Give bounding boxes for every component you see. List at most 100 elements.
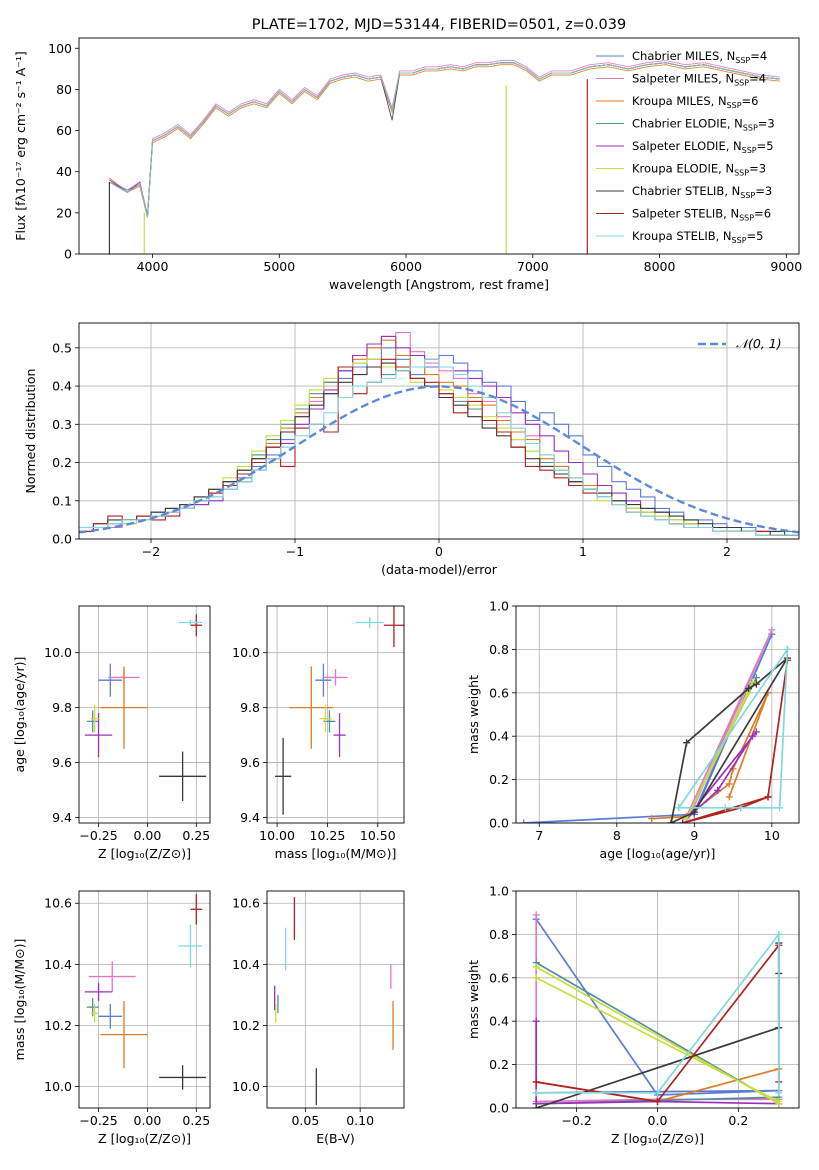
- data-point-marker: [532, 974, 540, 982]
- axes-frame: [78, 37, 800, 255]
- data-point-marker: [752, 674, 760, 682]
- data-point-marker: [679, 819, 687, 823]
- data-point-marker: [654, 1097, 661, 1105]
- legend-label: Kroupa ELODIE, NSSP=3: [632, 162, 766, 178]
- data-point-marker: [690, 808, 698, 816]
- y-tick-label: 0: [64, 247, 72, 262]
- x-tick-label: 0.10: [346, 1113, 374, 1128]
- panel-5: 7 8 9 10 0.0 0.2 0.4 0.6 0.8 1.0 age [log₁₀(age/yr…: [466, 599, 800, 861]
- panel-1: 4000 5000 6000 7000 8000 9000 0 20 40 60 80 100 wave…: [13, 17, 802, 292]
- axes-frame: [266, 890, 405, 1109]
- x-axis-label: age [log₁₀(age/yr)]: [600, 846, 716, 861]
- panel-6: −0.25 0.00 0.25 10.0 10.2 10.4 10.6 Z [log₁₀(Z/…: [12, 890, 211, 1146]
- series-line: [678, 646, 789, 809]
- axes-frame: [266, 605, 405, 824]
- x-tick-label: 0.2: [728, 1113, 748, 1128]
- y-tick-label: 9.6: [52, 755, 72, 770]
- plot-area: [79, 332, 799, 536]
- panel-4: 10.00 10.25 10.50 9.4 9.6 9.8 10.0 mass [log₁₀(…: [232, 605, 405, 861]
- x-tick-label: 0.25: [182, 1113, 210, 1128]
- x-tick-label: 0.05: [291, 1113, 319, 1128]
- x-tick-label: 7000: [517, 259, 549, 274]
- data-point-marker: [725, 793, 733, 801]
- legend-label: Kroupa MILES, NSSP=6: [632, 94, 758, 110]
- x-tick-label: 8000: [644, 259, 676, 274]
- data-point-marker: [667, 819, 675, 823]
- data-point-marker: [764, 793, 772, 801]
- data-point-marker: [725, 780, 733, 788]
- panel-7: 0.05 0.10 10.0 10.2 10.4 10.6 E(B-V): [232, 890, 405, 1146]
- y-tick-label: 0.1: [52, 493, 72, 508]
- y-tick-label: 0.2: [489, 1057, 509, 1072]
- series-line: [109, 60, 781, 216]
- legend-label: Chabrier MILES, NSSP=4: [632, 49, 767, 65]
- chart-title: PLATE=1702, MJD=53144, FIBERID=0501, z=0…: [252, 17, 626, 33]
- plot-area: [84, 614, 207, 802]
- y-tick-label: 0.8: [489, 927, 509, 942]
- y-axis-label: Normed distribution: [23, 369, 38, 494]
- x-tick-label: 5000: [263, 259, 295, 274]
- axes-frame: [515, 605, 800, 824]
- x-axis-label: (data-model)/error: [381, 562, 498, 577]
- y-tick-label: 9.8: [240, 700, 260, 715]
- data-point-marker: [737, 804, 745, 812]
- data-point-marker: [748, 678, 756, 686]
- legend: 𝒩(0, 1): [698, 336, 782, 351]
- y-tick-label: 0.4: [52, 379, 72, 394]
- panel-2: −2 −1 0 1 2 0.0 0.1 0.2 0.3 0.4 0.5 (data-model)/er…: [23, 322, 800, 577]
- legend: Chabrier MILES, NSSP=4 Salpeter MILES, NS…: [596, 49, 775, 245]
- panel-8: −0.2 0.0 0.2 0.0 0.2 0.4 0.6 0.8 1.0 Z [log₁₀(Z/Z…: [466, 884, 800, 1146]
- x-tick-label: 0.0: [648, 1113, 668, 1128]
- y-tick-label: 0.6: [489, 685, 509, 700]
- y-tick-label: 1.0: [489, 599, 509, 614]
- data-point-marker: [532, 1104, 540, 1108]
- y-tick-label: 0.4: [489, 1014, 509, 1029]
- x-tick-label: 2: [723, 544, 731, 559]
- x-tick-label: −0.25: [79, 828, 117, 843]
- x-tick-label: −2: [142, 544, 160, 559]
- x-axis-label: Z [log₁₀(Z/Z⊙)]: [98, 1131, 191, 1146]
- y-tick-label: 1.0: [489, 884, 509, 899]
- x-axis-label: mass [log₁₀(M/M⊙)]: [275, 846, 397, 861]
- y-axis-label: age [log₁₀(age/yr)]: [12, 657, 27, 773]
- axes-frame: [78, 890, 211, 1109]
- x-axis-label: Z [log₁₀(Z/Z⊙)]: [98, 846, 191, 861]
- x-tick-label: 1: [579, 544, 587, 559]
- y-tick-label: 10.2: [232, 1018, 260, 1033]
- legend-label: 𝒩(0, 1): [736, 336, 782, 351]
- data-point-marker: [675, 804, 683, 812]
- x-tick-label: 10.00: [259, 828, 295, 843]
- data-point-marker: [752, 680, 760, 688]
- y-tick-label: 0.4: [489, 729, 509, 744]
- plot-area: [84, 894, 207, 1090]
- x-tick-label: 10.25: [310, 828, 346, 843]
- y-tick-label: 10.4: [44, 957, 72, 972]
- data-point-marker: [532, 911, 540, 919]
- y-tick-label: 9.8: [52, 700, 72, 715]
- series-line: [651, 692, 769, 820]
- histogram-step: [79, 358, 799, 536]
- data-point-marker: [721, 804, 729, 812]
- y-tick-label: 0.0: [489, 816, 509, 831]
- y-tick-label: 60: [56, 123, 72, 138]
- x-tick-label: 10.50: [360, 828, 396, 843]
- y-tick-label: 10.0: [232, 1079, 260, 1094]
- data-point-marker: [714, 786, 722, 794]
- data-point-marker: [775, 1089, 783, 1097]
- data-point-marker: [532, 1078, 540, 1086]
- legend-label: Kroupa STELIB, NSSP=5: [632, 229, 763, 245]
- legend-label: Chabrier STELIB, NSSP=3: [632, 184, 772, 200]
- y-tick-label: 0.2: [52, 455, 72, 470]
- x-tick-label: 0.25: [182, 828, 210, 843]
- y-tick-label: 0.5: [52, 340, 72, 355]
- x-tick-label: 0.00: [134, 828, 162, 843]
- plot-area: [275, 606, 404, 815]
- series-line: [682, 660, 789, 823]
- data-point-marker: [768, 626, 776, 634]
- x-tick-label: −1: [286, 544, 304, 559]
- data-point-marker: [648, 815, 656, 823]
- y-tick-label: 0.8: [489, 642, 509, 657]
- data-point-marker: [775, 1097, 783, 1105]
- y-tick-label: 10.0: [232, 645, 260, 660]
